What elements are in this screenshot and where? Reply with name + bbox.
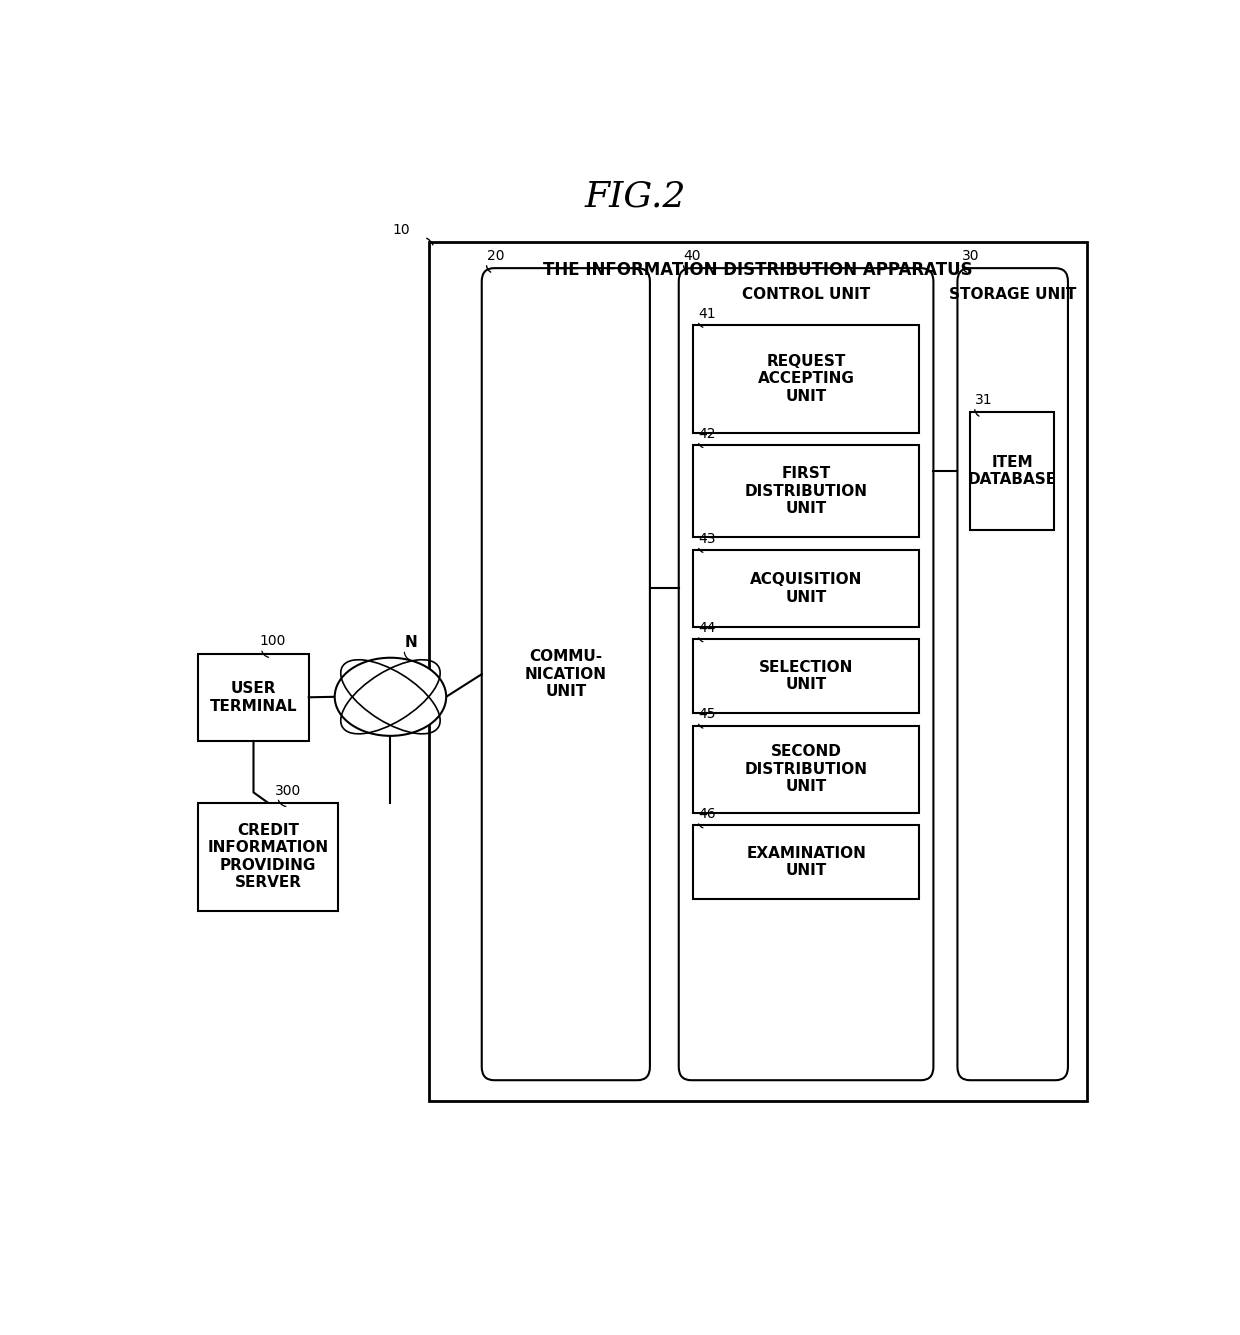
Text: 300: 300: [275, 784, 301, 797]
Text: FIRST
DISTRIBUTION
UNIT: FIRST DISTRIBUTION UNIT: [744, 466, 868, 517]
Text: COMMU-
NICATION
UNIT: COMMU- NICATION UNIT: [525, 649, 606, 700]
Text: 45: 45: [698, 708, 715, 721]
Bar: [198, 654, 309, 741]
Text: SELECTION
UNIT: SELECTION UNIT: [759, 659, 853, 693]
Bar: [693, 825, 919, 900]
Bar: [693, 726, 919, 813]
Bar: [970, 413, 1054, 530]
Bar: [198, 802, 337, 910]
Text: ACQUISITION
UNIT: ACQUISITION UNIT: [750, 573, 862, 605]
Text: 100: 100: [259, 634, 285, 649]
Text: 31: 31: [975, 392, 992, 407]
Text: STORAGE UNIT: STORAGE UNIT: [949, 287, 1076, 302]
Text: 10: 10: [392, 223, 409, 238]
FancyBboxPatch shape: [957, 268, 1068, 1080]
Text: 44: 44: [698, 621, 715, 635]
Text: 42: 42: [698, 427, 715, 441]
Text: ITEM
DATABASE: ITEM DATABASE: [967, 455, 1056, 487]
Text: N: N: [404, 634, 417, 650]
Text: CONTROL UNIT: CONTROL UNIT: [742, 287, 870, 302]
FancyBboxPatch shape: [481, 268, 650, 1080]
Bar: [693, 639, 919, 713]
Text: SECOND
DISTRIBUTION
UNIT: SECOND DISTRIBUTION UNIT: [744, 745, 868, 794]
Text: 46: 46: [698, 808, 715, 821]
Text: CREDIT
INFORMATION
PROVIDING
SERVER: CREDIT INFORMATION PROVIDING SERVER: [207, 824, 329, 890]
Text: 20: 20: [486, 250, 503, 263]
FancyBboxPatch shape: [678, 268, 934, 1080]
Text: 40: 40: [683, 250, 701, 263]
Text: EXAMINATION
UNIT: EXAMINATION UNIT: [746, 846, 866, 878]
Text: REQUEST
ACCEPTING
UNIT: REQUEST ACCEPTING UNIT: [758, 354, 854, 403]
Ellipse shape: [335, 658, 446, 736]
Text: USER
TERMINAL: USER TERMINAL: [210, 681, 298, 713]
Text: 43: 43: [698, 531, 715, 546]
Text: FIG.2: FIG.2: [585, 179, 686, 214]
Text: THE INFORMATION DISTRIBUTION APPARATUS: THE INFORMATION DISTRIBUTION APPARATUS: [543, 260, 973, 279]
Bar: [429, 243, 1087, 1101]
Bar: [693, 324, 919, 433]
Text: 41: 41: [698, 307, 715, 320]
Text: 30: 30: [962, 250, 980, 263]
Bar: [693, 550, 919, 627]
Bar: [693, 445, 919, 538]
